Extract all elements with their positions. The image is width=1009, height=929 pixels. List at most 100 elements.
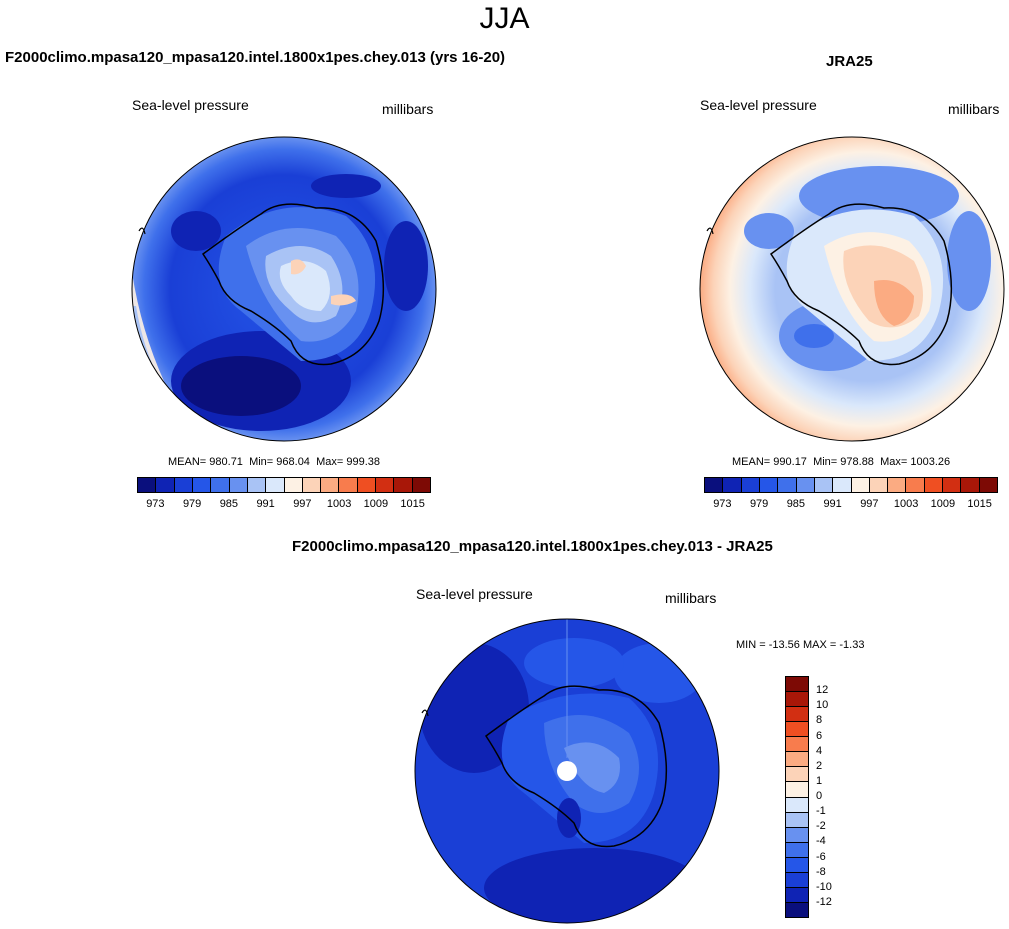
- colorbar-tick-label: 985: [786, 498, 806, 510]
- colorbar-swatch: [786, 707, 808, 723]
- colorbar-tick-label: 1009: [363, 498, 389, 510]
- colorbar-tick-label: 979: [749, 498, 769, 510]
- colorbar-swatch: [851, 478, 870, 492]
- colorbar-swatch: [192, 478, 212, 492]
- model-left-label: Sea-level pressure: [132, 97, 249, 113]
- colorbar-swatch: [284, 478, 303, 492]
- obs-min-value: 978.88: [840, 456, 874, 468]
- colorbar-swatch: [339, 478, 358, 492]
- model-units-label: millibars: [382, 101, 434, 117]
- colorbar-swatch: [786, 737, 808, 753]
- colorbar-tick-label: 1015: [400, 498, 425, 510]
- diff-stats: MIN = -13.56 MAX = -1.33: [736, 639, 864, 651]
- colorbar-tick-label: 1003: [893, 498, 919, 510]
- model-min-label: Min=: [249, 456, 274, 468]
- colorbar-swatch: [156, 478, 175, 492]
- colorbar-tick-label: 4: [816, 744, 823, 757]
- colorbar-tick-label: 1003: [326, 498, 352, 510]
- model-stats: MEAN= 980.71 Min= 968.04 Max= 999.38: [168, 456, 380, 468]
- colorbar-swatch: [211, 478, 230, 492]
- colorbar-swatch: [786, 872, 808, 888]
- model-max-value: 999.38: [346, 456, 380, 468]
- colorbar-swatch: [357, 478, 377, 492]
- diff-polar-map: [414, 618, 720, 924]
- colorbar-swatch: [786, 722, 808, 738]
- model-colorbar-ticks: 973 979 985 991 997 1003 1009 1015: [137, 498, 431, 512]
- diff-left-label: Sea-level pressure: [416, 586, 533, 602]
- obs-mean-label: MEAN=: [732, 456, 771, 468]
- diff-units-label: millibars: [665, 590, 717, 606]
- colorbar-swatch: [741, 478, 760, 492]
- colorbar-swatch: [302, 478, 322, 492]
- colorbar-tick-label: 1009: [930, 498, 956, 510]
- obs-max-value: 1003.26: [910, 456, 951, 468]
- diff-min-label: MIN =: [736, 639, 766, 651]
- colorbar-tick-label: 0: [816, 790, 823, 802]
- colorbar-swatch: [786, 767, 808, 783]
- colorbar-tick-label: -1: [816, 805, 826, 818]
- colorbar-tick-label: 2: [816, 759, 823, 772]
- colorbar-swatch: [786, 752, 808, 768]
- model-colorbar: [137, 477, 431, 493]
- colorbar-swatch: [961, 478, 980, 492]
- colorbar-swatch: [786, 887, 808, 903]
- colorbar-swatch: [796, 478, 815, 492]
- diff-colorbar: [785, 676, 809, 918]
- colorbar-swatch: [778, 478, 797, 492]
- colorbar-tick-label: 973: [713, 498, 732, 510]
- colorbar-swatch: [869, 478, 889, 492]
- pole-marker: [557, 761, 577, 781]
- colorbar-tick-label: 10: [816, 699, 829, 712]
- obs-min-label: Min=: [813, 456, 838, 468]
- colorbar-swatch: [321, 478, 340, 492]
- colorbar-tick-label: -12: [816, 895, 832, 908]
- colorbar-tick-label: -2: [816, 820, 826, 833]
- obs-panel-title: JRA25: [826, 53, 873, 70]
- season-title: JJA: [479, 2, 530, 35]
- colorbar-swatch: [786, 827, 808, 843]
- colorbar-tick-label: 8: [816, 714, 823, 727]
- colorbar-swatch: [705, 478, 724, 492]
- colorbar-swatch: [394, 478, 413, 492]
- colorbar-swatch: [979, 478, 997, 492]
- obs-colorbar: [704, 477, 998, 493]
- colorbar-swatch: [786, 902, 808, 917]
- colorbar-swatch: [786, 797, 808, 813]
- colorbar-tick-label: 991: [823, 498, 842, 510]
- colorbar-swatch: [786, 812, 808, 828]
- colorbar-tick-label: 973: [146, 498, 165, 510]
- model-max-label: Max=: [316, 456, 344, 468]
- diff-max-value: -1.33: [839, 639, 865, 651]
- obs-mean-value: 990.17: [773, 456, 807, 468]
- colorbar-swatch: [138, 478, 157, 492]
- colorbar-tick-label: -6: [816, 850, 826, 863]
- colorbar-swatch: [229, 478, 248, 492]
- colorbar-tick-label: 1: [816, 774, 823, 787]
- colorbar-swatch: [924, 478, 944, 492]
- model-mean-value: 980.71: [209, 456, 243, 468]
- diff-min-value: -13.56: [768, 639, 800, 651]
- model-min-value: 968.04: [276, 456, 310, 468]
- obs-polar-map: [699, 136, 1005, 442]
- colorbar-swatch: [888, 478, 907, 492]
- diff-panel-title: F2000climo.mpasa120_mpasa120.intel.1800x…: [292, 538, 773, 555]
- colorbar-tick-label: 985: [219, 498, 239, 510]
- colorbar-swatch: [786, 842, 808, 858]
- colorbar-swatch: [412, 478, 430, 492]
- colorbar-tick-label: 12: [816, 684, 829, 697]
- colorbar-swatch: [266, 478, 285, 492]
- obs-max-label: Max=: [880, 456, 908, 468]
- colorbar-tick-label: -8: [816, 865, 826, 878]
- colorbar-swatch: [247, 478, 267, 492]
- model-mean-label: MEAN=: [168, 456, 207, 468]
- model-panel-title: F2000climo.mpasa120_mpasa120.intel.1800x…: [5, 49, 506, 66]
- colorbar-tick-label: -4: [816, 835, 826, 848]
- colorbar-tick-label: 979: [182, 498, 202, 510]
- model-polar-map: [131, 136, 437, 442]
- colorbar-swatch: [786, 857, 808, 873]
- colorbar-tick-label: 997: [293, 498, 312, 510]
- colorbar-swatch: [833, 478, 852, 492]
- diff-max-label: MAX =: [802, 639, 837, 651]
- obs-stats: MEAN= 990.17 Min= 978.88 Max= 1003.26: [732, 456, 950, 468]
- colorbar-swatch: [906, 478, 925, 492]
